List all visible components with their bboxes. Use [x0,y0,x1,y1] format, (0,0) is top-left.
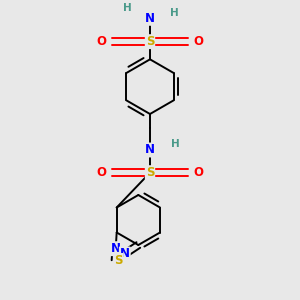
Text: H: H [169,8,178,18]
Text: S: S [114,254,123,267]
Text: N: N [145,143,155,157]
Text: O: O [193,166,203,179]
Text: N: N [145,12,155,25]
Text: S: S [146,166,154,179]
Text: O: O [97,166,107,179]
Text: N: N [111,242,121,255]
Text: S: S [146,35,154,48]
Text: O: O [193,35,203,48]
Text: H: H [123,3,132,13]
Text: N: N [120,248,130,260]
Text: O: O [97,35,107,48]
Text: H: H [171,139,179,149]
